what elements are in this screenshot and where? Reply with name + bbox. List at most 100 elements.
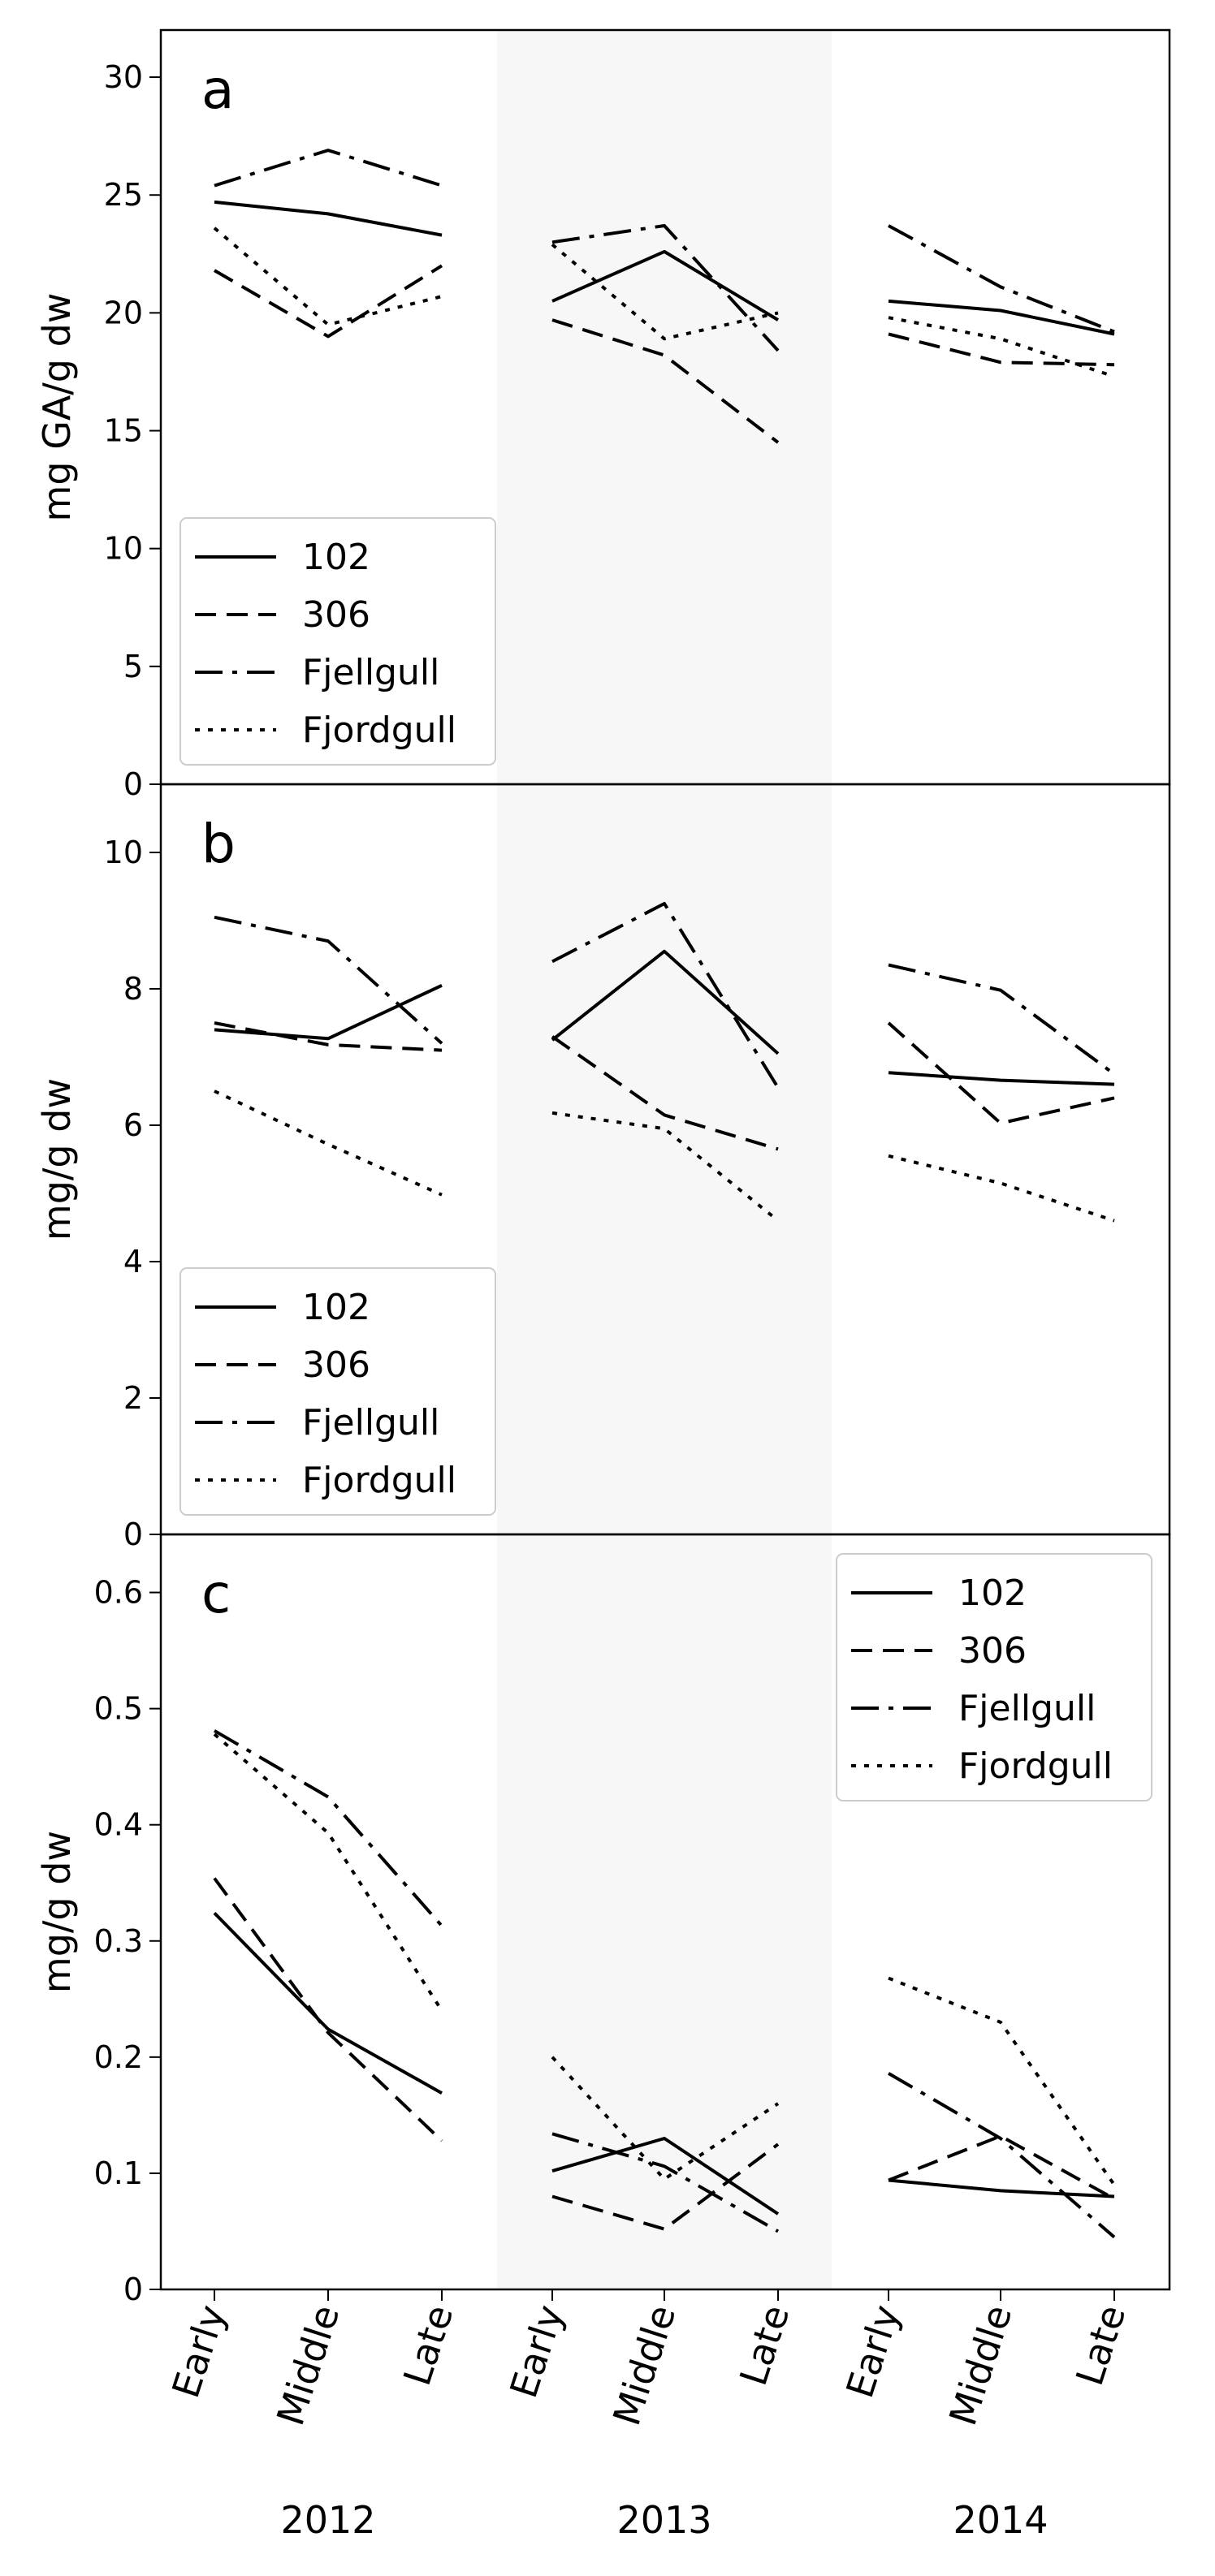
x-axis: Early Middle Late 2012 Early Middle Late 2013 Ea… [163,2289,1134,2542]
series-102-2012-line [214,983,443,1041]
legend-label: Fjellgull [302,652,439,693]
legend: 102 306 Fjellgull Fjordgull [179,1267,496,1516]
series-102-2013-line [551,949,780,1055]
series-102-2012-line [213,1912,443,2095]
series-fjordgull-2012-line [213,1732,443,2012]
legend-label: Fjordgull [958,1745,1113,1787]
y-tick-label: 2 [123,1380,143,1416]
series-306-2012-line [213,264,443,339]
year-label: 2013 [616,2498,711,2542]
series-306-2014-line [888,332,1115,367]
x-tick-label: Early [501,2300,572,2403]
y-tick-label: 6 [123,1107,143,1143]
legend-label: Fjordgull [302,1460,456,1501]
series-306-2014-line [888,2134,1115,2201]
y-tick-label: 0.4 [94,1807,143,1843]
series-fjordgull-2012-line [214,1090,443,1197]
y-tick-label: 0.5 [94,1691,143,1727]
panel-letter: a [201,58,234,121]
legend-box [836,1553,1152,1801]
legend-label: 102 [958,1573,1027,1614]
y-tick-label: 25 [104,177,143,213]
legend-label: 306 [302,594,370,636]
y-tick-label: 0 [123,1517,143,1552]
series-fjordgull-2013-line [551,243,779,341]
year-label: 2014 [953,2498,1048,2542]
series-fjellgull-2013-line [551,2132,779,2233]
y-tick-label: 8 [123,971,143,1007]
series-306-2014-line [887,1021,1115,1125]
y-tick-label: 5 [123,649,143,684]
y-tick-label: 15 [104,413,143,449]
y-tick-label: 0 [123,766,143,802]
y-tick-label: 30 [104,59,143,95]
series-102-2014-line [888,299,1115,336]
legend: 102 306 Fjellgull Fjordgull [179,517,496,766]
y-tick-label: 0.6 [94,1575,143,1611]
series-fjellgull-2013-line [551,902,780,1089]
series-102-2014-line [888,2178,1115,2198]
y-axis-label: mg/g dw [35,1078,79,1241]
series-306-2013-line [551,318,780,444]
series-102-2012-line [214,200,443,237]
series-fjellgull-2012-line [213,1729,443,1927]
year-label: 2012 [280,2498,375,2542]
y-tick-label: 0.1 [94,2155,143,2191]
series-306-2012-line [213,1877,443,2142]
series-fjordgull-2014-line [888,1154,1115,1223]
series-fjellgull-2012-line [214,149,443,188]
y-axis-label: mg/g dw [35,1831,79,1993]
series-fjordgull-2014-line [888,1976,1116,2186]
panel-c: 0 0.1 0.2 0.3 0.4 0.5 0.6 mg/g dw c 102 306 Fjellgu… [35,1533,1171,2307]
legend-label: 102 [302,1287,370,1328]
panel-a: 0 5 10 15 20 25 30 mg GA/g dw a 102 306 Fjellgull Fj… [35,28,1171,802]
series-fjordgull-2013-line [551,1111,780,1223]
x-tick-label: Late [731,2300,798,2391]
y-tick-label: 20 [104,295,143,330]
x-tick-label: Early [163,2300,234,2403]
series-306-2013-line [551,1035,779,1151]
series-fjellgull-2013-line [551,224,780,352]
series-fjordgull-2013-line [551,2056,780,2181]
series-fjellgull-2014-line [888,224,1115,334]
series-fjellgull-2014-line [887,2072,1116,2239]
x-tick-label: Middle [268,2300,348,2431]
series-102-2013-line [551,2137,780,2216]
legend-label: Fjellgull [302,1402,439,1443]
legend-label: 102 [302,537,370,578]
legend-label: Fjellgull [958,1688,1096,1729]
panel-letter: b [201,813,236,875]
legend: 102 306 Fjellgull Fjordgull [836,1553,1152,1801]
y-tick-label: 0 [123,2272,143,2307]
y-tick-label: 0.2 [94,2039,143,2075]
series-fjellgull-2014-line [888,963,1116,1076]
y-axis-label: mg GA/g dw [35,293,79,522]
series-fjordgull-2012-line [213,227,443,326]
shade-band-2013 [497,30,832,784]
legend-box [179,517,496,766]
x-tick-label: Middle [940,2300,1020,2431]
series-102-2013-line [551,249,780,321]
series-102-2014-line [888,1071,1115,1086]
legend-box [179,1267,496,1516]
legend-label: 306 [958,1630,1027,1672]
y-tick-label: 4 [123,1244,143,1279]
y-tick-label: 0.3 [94,1923,143,1959]
x-tick-label: Early [837,2300,908,2403]
panel-letter: c [201,1563,231,1625]
series-306-2013-line [551,2142,780,2231]
x-tick-label: Late [1067,2300,1134,2391]
y-tick-label: 10 [104,835,143,870]
x-tick-label: Late [395,2300,461,2391]
series-306-2012-line [214,1021,443,1052]
series-fjellgull-2012-line [214,915,443,1045]
year-2013-shading [497,30,832,2289]
shade-band-2013 [497,784,832,1534]
shade-band-2013 [497,1534,832,2289]
legend-label: 306 [302,1344,370,1386]
legend-label: Fjordgull [302,710,456,751]
y-tick-label: 10 [104,531,143,567]
panel-b: 0 2 4 6 8 10 mg/g dw b 102 306 Fjellgull Fjordgull [35,783,1171,1552]
